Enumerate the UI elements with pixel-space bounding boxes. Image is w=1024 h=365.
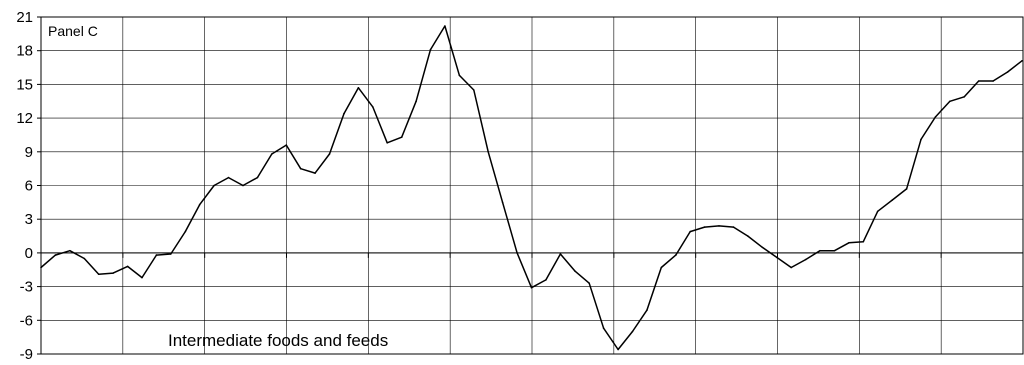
y-tick-label: 3 — [25, 211, 33, 228]
y-tick-label: 15 — [16, 76, 33, 93]
data-point — [977, 80, 980, 82]
data-point — [602, 327, 605, 330]
data-point — [675, 254, 677, 256]
data-point — [372, 106, 374, 108]
data-point — [545, 279, 547, 281]
data-point — [992, 80, 994, 82]
y-tick-label: -6 — [20, 312, 33, 329]
data-point — [819, 249, 821, 252]
data-point — [559, 253, 562, 255]
series-points — [40, 25, 1023, 351]
y-tick-label: -9 — [20, 346, 33, 363]
data-point — [920, 138, 922, 141]
data-point — [227, 176, 230, 179]
data-point — [660, 266, 663, 269]
data-point — [574, 270, 576, 272]
data-point — [876, 210, 879, 213]
y-tick-label: 18 — [16, 43, 33, 60]
data-point — [83, 257, 86, 260]
data-point — [617, 348, 619, 351]
data-point — [400, 136, 403, 138]
data-point — [299, 167, 302, 170]
data-point — [444, 25, 446, 27]
data-point — [141, 276, 143, 279]
data-point — [862, 240, 865, 243]
data-point — [790, 266, 792, 269]
data-point — [646, 309, 648, 312]
data-point — [833, 249, 836, 252]
data-point — [530, 286, 533, 289]
data-point — [689, 230, 691, 233]
x-axis-ticks — [122, 252, 942, 258]
data-point — [487, 151, 490, 153]
data-point — [934, 116, 937, 118]
y-tick-label: 6 — [25, 178, 33, 195]
data-point — [761, 246, 764, 249]
data-point — [501, 201, 504, 204]
y-tick-label: 9 — [25, 144, 33, 161]
data-point — [271, 153, 273, 155]
data-point — [40, 266, 42, 269]
data-point — [155, 254, 158, 256]
data-point — [184, 230, 187, 233]
data-point — [963, 96, 966, 98]
data-point — [848, 242, 850, 244]
data-point — [213, 184, 215, 187]
data-point — [1021, 60, 1023, 62]
data-point — [357, 87, 360, 89]
data-point — [631, 330, 634, 333]
data-point — [343, 112, 345, 115]
data-point — [415, 100, 417, 103]
data-point — [285, 144, 288, 146]
data-point — [804, 258, 807, 261]
data-point — [198, 203, 201, 206]
data-point — [776, 256, 778, 259]
data-point — [516, 252, 518, 254]
data-point — [386, 142, 389, 144]
data-point — [703, 226, 706, 228]
data-point — [112, 272, 114, 274]
y-tick-label: -3 — [20, 279, 33, 296]
data-point — [949, 100, 951, 103]
data-point — [1006, 71, 1009, 73]
chart-annotation: Intermediate foods and feeds — [168, 331, 388, 350]
data-point — [314, 172, 316, 174]
y-tick-label: 12 — [16, 110, 33, 127]
data-point — [328, 153, 331, 155]
data-point — [905, 188, 908, 190]
data-point — [242, 184, 244, 187]
data-point — [256, 176, 259, 179]
y-tick-label: 0 — [25, 245, 33, 262]
data-point — [97, 273, 100, 276]
data-point — [718, 225, 720, 227]
data-point — [54, 254, 57, 256]
panel-label: Panel C — [48, 23, 98, 39]
data-point — [429, 48, 432, 51]
data-point — [588, 282, 590, 285]
data-point — [126, 265, 129, 268]
data-point — [747, 235, 749, 237]
data-point — [458, 74, 461, 77]
data-point — [732, 226, 735, 228]
data-point — [170, 253, 172, 255]
data-point — [69, 249, 71, 252]
data-point — [473, 89, 475, 91]
y-axis-tick-labels: 21 18 15 12 9 6 3 0 -3 -6 -9 — [16, 9, 41, 363]
y-tick-label: 21 — [16, 9, 33, 26]
data-point — [891, 199, 893, 201]
plot-frame — [40, 16, 1024, 355]
